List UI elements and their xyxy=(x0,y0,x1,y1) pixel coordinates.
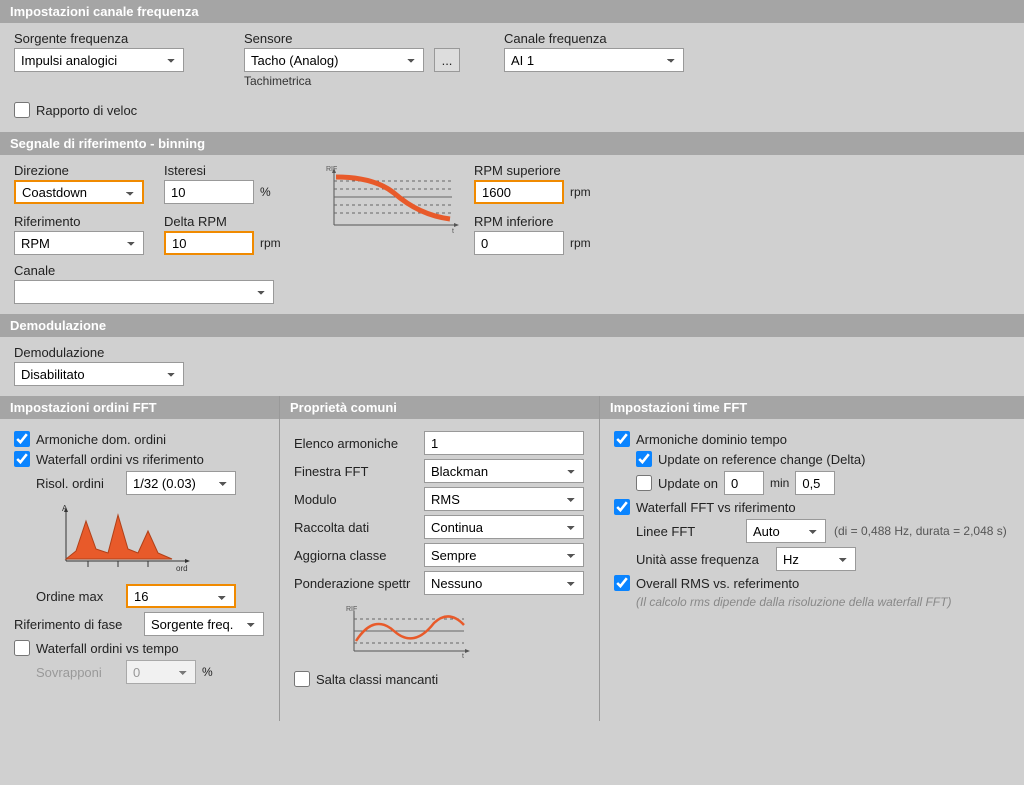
freq-source-select[interactable]: Impulsi analogici xyxy=(14,48,184,72)
freq-channel-select[interactable]: AI 1 xyxy=(504,48,684,72)
demod-select[interactable]: Disabilitato xyxy=(14,362,184,386)
rpm-lower-unit: rpm xyxy=(570,236,591,250)
rpm-upper-unit: rpm xyxy=(570,185,591,199)
delta-rpm-label: Delta RPM xyxy=(164,214,314,229)
fft-window-select[interactable]: Blackman xyxy=(424,459,584,483)
collect-label: Raccolta dati xyxy=(294,520,424,535)
binning-header: Segnale di riferimento - binning xyxy=(0,132,1024,155)
phase-ref-label: Riferimento di fase xyxy=(14,617,144,632)
direction-label: Direzione xyxy=(14,163,154,178)
direction-select[interactable]: Coastdown xyxy=(14,180,144,204)
demod-header: Demodulazione xyxy=(0,314,1024,337)
svg-text:t: t xyxy=(462,653,464,658)
hysteresis-unit: % xyxy=(260,185,271,199)
rpm-lower-label: RPM inferiore xyxy=(474,214,634,229)
reference-select[interactable]: RPM xyxy=(14,231,144,255)
update-on-ref-label: Update on reference change (Delta) xyxy=(658,452,865,467)
sensor-select[interactable]: Tacho (Analog) xyxy=(244,48,424,72)
waterfall-orders-ref-label: Waterfall ordini vs riferimento xyxy=(36,452,204,467)
binning-channel-select[interactable] xyxy=(14,280,274,304)
binning-body: Direzione Coastdown Riferimento RPM Iste… xyxy=(0,155,1024,314)
harmonics-list-input[interactable] xyxy=(424,431,584,455)
module-label: Modulo xyxy=(294,492,424,507)
freq-channel-header: Impostazioni canale frequenza xyxy=(0,0,1024,23)
freq-channel-label: Canale frequenza xyxy=(504,31,704,46)
order-spectrum-graphic: A ord xyxy=(38,503,198,573)
waterfall-orders-time-label: Waterfall ordini vs tempo xyxy=(36,641,179,656)
fft-lines-select[interactable]: Auto xyxy=(746,519,826,543)
waterfall-orders-time-checkbox[interactable] xyxy=(14,640,30,656)
waterfall-orders-ref-checkbox[interactable] xyxy=(14,451,30,467)
harmonics-time-checkbox[interactable] xyxy=(614,431,630,447)
module-select[interactable]: RMS xyxy=(424,487,584,511)
update-on-checkbox[interactable] xyxy=(636,475,652,491)
order-resolution-label: Risol. ordini xyxy=(36,476,126,491)
sensor-label: Sensore xyxy=(244,31,474,46)
update-on-ref-checkbox[interactable] xyxy=(636,451,652,467)
time-fft-header: Impostazioni time FFT xyxy=(600,396,1024,419)
fft-lines-label: Linee FFT xyxy=(636,524,746,539)
harmonics-time-label: Armoniche dominio tempo xyxy=(636,432,787,447)
svg-text:RIF: RIF xyxy=(326,166,337,173)
update-class-select[interactable]: Sempre xyxy=(424,543,584,567)
waterfall-fft-ref-label: Waterfall FFT vs riferimento xyxy=(636,500,796,515)
collect-select[interactable]: Continua xyxy=(424,515,584,539)
sensor-browse-button[interactable]: ... xyxy=(434,48,460,72)
overall-rms-note: (Il calcolo rms dipende dalla risoluzion… xyxy=(636,595,1010,609)
update-class-label: Aggiorna classe xyxy=(294,548,424,563)
common-props-header: Proprietà comuni xyxy=(280,396,599,419)
freq-source-label: Sorgente frequenza xyxy=(14,31,214,46)
binning-channel-label: Canale xyxy=(14,263,274,278)
orders-fft-header: Impostazioni ordini FFT xyxy=(0,396,279,419)
freq-channel-body: Sorgente frequenza Impulsi analogici Sen… xyxy=(0,23,1024,132)
skip-missing-checkbox[interactable] xyxy=(294,671,310,687)
fft-window-label: Finestra FFT xyxy=(294,464,424,479)
rpm-upper-input[interactable] xyxy=(474,180,564,204)
overall-rms-label: Overall RMS vs. referimento xyxy=(636,576,799,591)
svg-text:ord: ord xyxy=(176,564,188,573)
update-on-value2-input[interactable] xyxy=(795,471,835,495)
update-on-unit: min xyxy=(770,476,789,490)
harmonics-orders-label: Armoniche dom. ordini xyxy=(36,432,166,447)
skip-missing-label: Salta classi mancanti xyxy=(316,672,438,687)
hysteresis-label: Isteresi xyxy=(164,163,314,178)
spectral-weighting-select[interactable]: Nessuno xyxy=(424,571,584,595)
demod-body: Demodulazione Disabilitato xyxy=(0,337,1024,396)
speed-ratio-label: Rapporto di veloc xyxy=(36,103,137,118)
hysteresis-input[interactable] xyxy=(164,180,254,204)
demod-label: Demodulazione xyxy=(14,345,214,360)
freq-axis-unit-label: Unità asse frequenza xyxy=(636,552,776,567)
delta-rpm-unit: rpm xyxy=(260,236,281,250)
order-max-select[interactable]: 16 xyxy=(126,584,236,608)
harmonics-orders-checkbox[interactable] xyxy=(14,431,30,447)
overlap-label: Sovrapponi xyxy=(36,665,126,680)
overlap-unit: % xyxy=(202,665,213,679)
freq-axis-unit-select[interactable]: Hz xyxy=(776,547,856,571)
coastdown-graphic: RIF t xyxy=(324,163,464,233)
rpm-lower-input[interactable] xyxy=(474,231,564,255)
waterfall-fft-ref-checkbox[interactable] xyxy=(614,499,630,515)
spectral-weighting-label: Ponderazione spettr xyxy=(294,576,424,591)
sine-graphic: RIF t xyxy=(344,603,474,658)
order-resolution-select[interactable]: 1/32 (0.03) xyxy=(126,471,236,495)
svg-text:RIF: RIF xyxy=(346,606,357,613)
fft-lines-hint: (di = 0,488 Hz, durata = 2,048 s) xyxy=(834,524,1007,538)
delta-rpm-input[interactable] xyxy=(164,231,254,255)
speed-ratio-checkbox[interactable] xyxy=(14,102,30,118)
order-max-label: Ordine max xyxy=(36,589,126,604)
svg-text:t: t xyxy=(452,228,454,233)
update-on-label: Update on xyxy=(658,476,718,491)
phase-ref-select[interactable]: Sorgente freq. xyxy=(144,612,264,636)
sensor-sub-label: Tachimetrica xyxy=(244,74,474,88)
rpm-upper-label: RPM superiore xyxy=(474,163,634,178)
reference-label: Riferimento xyxy=(14,214,154,229)
harmonics-list-label: Elenco armoniche xyxy=(294,436,424,451)
overlap-select: 0 xyxy=(126,660,196,684)
update-on-value-input[interactable] xyxy=(724,471,764,495)
overall-rms-checkbox[interactable] xyxy=(614,575,630,591)
